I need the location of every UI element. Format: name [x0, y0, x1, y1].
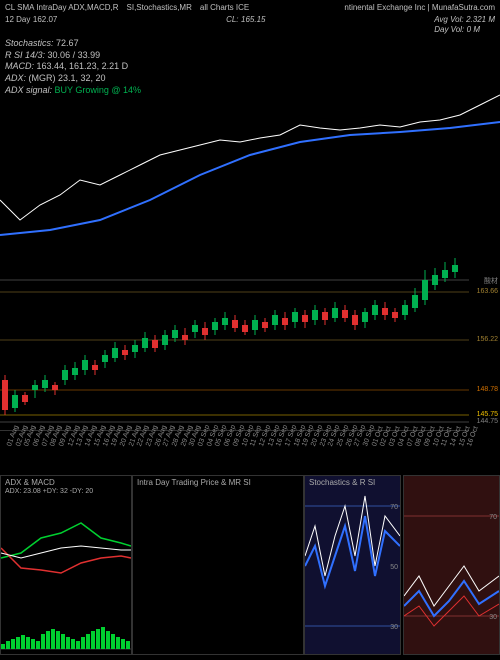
indicator-row: R SI 14/3: 30.06 / 33.99 [5, 50, 495, 62]
header-item: CL SMA IntraDay ADX,MACD,R [5, 3, 119, 12]
intra-title: Intra Day Trading Price & MR SI [137, 478, 251, 487]
header-left: CL SMA IntraDay ADX,MACD,R SI,Stochastics… [5, 2, 257, 12]
x-axis: 01 Aug02 Aug05 Aug06 Aug07 Aug08 Aug09 A… [0, 430, 470, 470]
header-item: SI,Stochastics,MR [127, 3, 192, 12]
y-tick: 酸材 [484, 276, 498, 286]
chart-header: CL SMA IntraDay ADX,MACD,R SI,Stochastics… [0, 0, 500, 64]
svg-text:50: 50 [390, 564, 398, 571]
adx-macd-panel: ADX & MACD ADX: 23.08 +DY: 32 -DY: 20 [0, 475, 132, 655]
indicator-row: Stochastics: 72.67 [5, 38, 495, 50]
y-tick: 156.22 [477, 336, 498, 343]
svg-text:30: 30 [390, 624, 398, 631]
intra-panel: Intra Day Trading Price & MR SI [132, 475, 304, 655]
bottom-panels: ADX & MACD ADX: 23.08 +DY: 32 -DY: 20 In… [0, 475, 500, 655]
svg-text:70: 70 [390, 504, 398, 511]
header-item: all Charts ICE [200, 3, 249, 12]
svg-text:30: 30 [489, 614, 497, 621]
vol-info: Avg Vol: 2.321 M Day Vol: 0 M [434, 14, 495, 34]
svg-text:70: 70 [489, 514, 497, 521]
rsi-panel: 70 30 [403, 475, 500, 655]
stoch-panel: Stochastics & R SI 70 50 30 [304, 475, 401, 655]
day-info: 12 Day 162.07 [5, 14, 57, 34]
cl-price: CL: 165.15 [226, 14, 265, 34]
adx-subtitle: ADX: 23.08 +DY: 32 -DY: 20 [5, 488, 93, 495]
candle-chart [0, 240, 469, 431]
y-tick: 145.75 [477, 411, 498, 418]
indicator-row: MACD: 163.44, 161.23, 2.21 D [5, 61, 495, 73]
main-line-chart [0, 80, 500, 240]
adx-title: ADX & MACD [5, 478, 55, 487]
y-tick: 144.75 [477, 418, 498, 425]
exchange-label: ntinental Exchange Inc | MunafaSutra.com [344, 3, 495, 12]
stoch-title: Stochastics & R SI [309, 478, 375, 487]
y-tick: 148.78 [477, 386, 498, 393]
y-tick: 163.66 [477, 288, 498, 295]
candle-y-axis: 酸材 163.66 156.22 148.78 145.75144.75 [470, 240, 500, 430]
header-right: ntinental Exchange Inc | MunafaSutra.com [344, 2, 495, 12]
